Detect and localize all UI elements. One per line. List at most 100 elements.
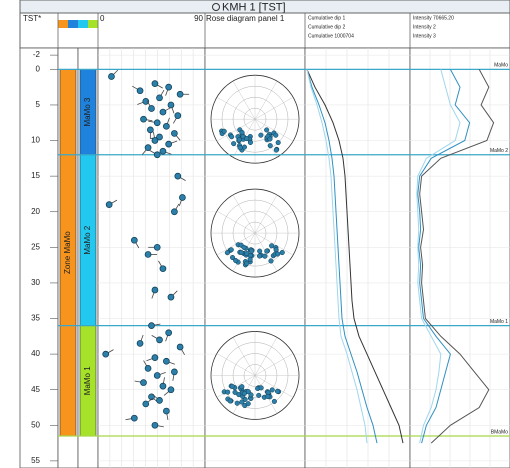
int-header: Intensity 70665.20 bbox=[413, 15, 454, 21]
header-swatch bbox=[88, 20, 98, 28]
rose-pole bbox=[238, 249, 244, 255]
tadpole bbox=[140, 379, 147, 386]
int-header: Intensity 3 bbox=[413, 33, 436, 39]
int-header: Intensity 2 bbox=[413, 24, 436, 30]
tadpole bbox=[151, 80, 159, 87]
tadpole bbox=[108, 73, 115, 80]
tadpole bbox=[176, 90, 184, 98]
rose-pole bbox=[227, 398, 233, 404]
rose-pole bbox=[229, 383, 235, 389]
rose-pole bbox=[274, 388, 281, 394]
header bbox=[19, 12, 510, 49]
cum-header: Cumulative dip 2 bbox=[308, 24, 345, 30]
tadpole bbox=[153, 243, 161, 251]
rose-pole bbox=[267, 143, 273, 149]
tadpole bbox=[136, 87, 144, 95]
tadpole bbox=[153, 151, 161, 159]
rose-spoke bbox=[254, 80, 278, 120]
tadpole bbox=[163, 122, 170, 130]
tadpole bbox=[165, 329, 173, 337]
zone-label: Zone MaMo bbox=[63, 231, 72, 274]
rose-spoke bbox=[254, 375, 278, 414]
tadpole bbox=[151, 354, 159, 362]
track bbox=[19, 47, 59, 468]
rose-spoke bbox=[254, 375, 294, 398]
title: KMH 1 [TST] bbox=[222, 1, 286, 13]
tadpole bbox=[171, 208, 178, 216]
rose-pole bbox=[271, 398, 277, 404]
rose-pole bbox=[258, 132, 264, 138]
tadpole bbox=[167, 293, 175, 301]
depth-label: 25 bbox=[31, 242, 40, 251]
tadpole bbox=[171, 130, 178, 137]
rose-pole bbox=[241, 144, 247, 150]
depth-label: -2 bbox=[33, 50, 41, 59]
horizon-label: MaMo 1 bbox=[490, 319, 508, 325]
rose-pole bbox=[258, 385, 264, 391]
depth-label: 0 bbox=[36, 64, 41, 73]
tadpole bbox=[144, 144, 152, 152]
depth-label: 10 bbox=[31, 136, 40, 145]
tadpole bbox=[179, 194, 186, 201]
tadpole bbox=[144, 364, 152, 372]
tadpole bbox=[130, 414, 138, 422]
rose-spoke bbox=[254, 232, 294, 256]
tadpole bbox=[159, 265, 167, 273]
rose-pole bbox=[239, 129, 245, 136]
tadpole bbox=[153, 119, 161, 127]
rose-pole bbox=[269, 387, 275, 393]
rose-pole bbox=[247, 256, 253, 262]
tadpole bbox=[148, 105, 155, 112]
tadpole bbox=[144, 251, 152, 258]
curve bbox=[416, 69, 461, 444]
depth-label: 15 bbox=[31, 171, 40, 180]
rose-pole bbox=[275, 251, 281, 257]
track bbox=[304, 47, 411, 468]
tadpole bbox=[153, 372, 161, 379]
tadpole bbox=[163, 357, 170, 365]
header-swatch bbox=[68, 20, 78, 28]
tadpole bbox=[174, 112, 182, 119]
cum-header: Cumulative 1000704 bbox=[308, 33, 354, 39]
tadpole bbox=[174, 172, 182, 180]
tadpole bbox=[159, 147, 167, 155]
rose-spoke bbox=[254, 337, 278, 376]
rose-spoke bbox=[254, 194, 278, 234]
rose-pole bbox=[244, 136, 250, 142]
tadpole bbox=[171, 368, 178, 376]
cum-header: Cumulative dip 1 bbox=[308, 15, 345, 21]
horizon-label: BMaMo bbox=[491, 429, 508, 435]
tadpole bbox=[136, 340, 144, 347]
depth-label: 35 bbox=[31, 314, 40, 323]
rose-pole bbox=[233, 258, 239, 264]
curve bbox=[306, 69, 368, 444]
rose-pole bbox=[264, 248, 270, 254]
rose-pole bbox=[244, 251, 250, 257]
rose-pole bbox=[237, 145, 243, 151]
tadpole bbox=[165, 83, 173, 91]
curve bbox=[417, 69, 471, 444]
tadpole bbox=[156, 397, 163, 404]
depth-label: 30 bbox=[31, 278, 40, 287]
rose-spoke bbox=[216, 210, 256, 234]
tadpole bbox=[151, 421, 159, 429]
rose-pole bbox=[257, 248, 263, 254]
horizon-label: MaMo bbox=[494, 63, 508, 69]
rose-pole bbox=[247, 139, 253, 146]
tadpole bbox=[156, 336, 163, 344]
rose-pole bbox=[268, 258, 274, 264]
zone-label: MaMo 2 bbox=[83, 225, 92, 254]
tadpole bbox=[167, 101, 175, 109]
rose-pole bbox=[241, 244, 247, 250]
depth-label: 55 bbox=[31, 456, 40, 465]
rose-pole bbox=[265, 393, 271, 400]
rose-pole bbox=[273, 247, 279, 253]
depth-label: 40 bbox=[31, 349, 40, 358]
tadpole bbox=[102, 350, 110, 358]
tadpole bbox=[140, 115, 147, 123]
tadpole bbox=[147, 126, 154, 134]
rose-pole bbox=[262, 253, 268, 259]
rose-pole bbox=[264, 127, 270, 133]
track bbox=[409, 47, 510, 468]
